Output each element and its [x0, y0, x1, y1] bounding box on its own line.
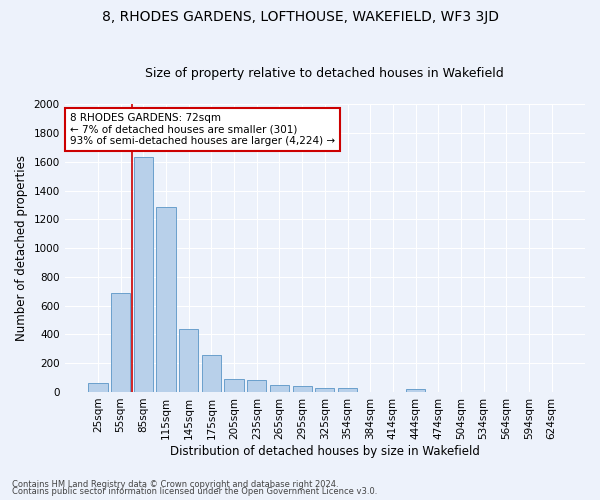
Bar	[406, 390, 425, 392]
Text: Contains public sector information licensed under the Open Government Licence v3: Contains public sector information licen…	[12, 487, 377, 496]
Bar	[293, 386, 312, 392]
Bar	[338, 388, 357, 392]
Bar	[270, 385, 289, 392]
Text: 8 RHODES GARDENS: 72sqm
← 7% of detached houses are smaller (301)
93% of semi-de: 8 RHODES GARDENS: 72sqm ← 7% of detached…	[70, 113, 335, 146]
Bar	[179, 330, 199, 392]
Bar	[247, 380, 266, 392]
Y-axis label: Number of detached properties: Number of detached properties	[15, 155, 28, 341]
Text: Contains HM Land Registry data © Crown copyright and database right 2024.: Contains HM Land Registry data © Crown c…	[12, 480, 338, 489]
Bar	[224, 379, 244, 392]
Bar	[315, 388, 334, 392]
Bar	[202, 356, 221, 392]
Bar	[134, 157, 153, 392]
Bar	[88, 382, 107, 392]
Title: Size of property relative to detached houses in Wakefield: Size of property relative to detached ho…	[145, 66, 504, 80]
Bar	[157, 207, 176, 392]
X-axis label: Distribution of detached houses by size in Wakefield: Distribution of detached houses by size …	[170, 444, 480, 458]
Text: 8, RHODES GARDENS, LOFTHOUSE, WAKEFIELD, WF3 3JD: 8, RHODES GARDENS, LOFTHOUSE, WAKEFIELD,…	[101, 10, 499, 24]
Bar	[111, 292, 130, 392]
